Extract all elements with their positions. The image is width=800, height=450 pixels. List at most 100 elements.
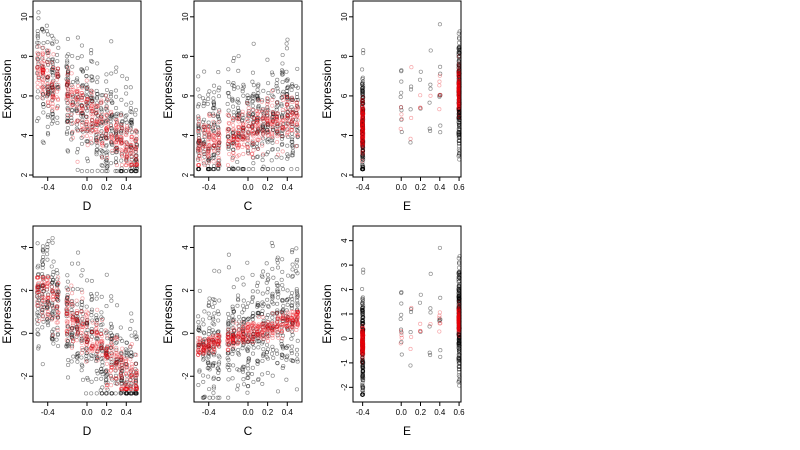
observed-points: [195, 37, 301, 172]
fitted-point: [35, 84, 40, 90]
fitted-point: [212, 137, 217, 142]
observed-point: [226, 127, 231, 132]
observed-point: [230, 313, 235, 318]
observed-point: [236, 133, 241, 138]
observed-point: [290, 262, 295, 267]
observed-point: [280, 114, 285, 119]
observed-point: [40, 325, 45, 330]
observed-point: [124, 169, 129, 174]
observed-point: [256, 103, 261, 108]
observed-point: [285, 95, 290, 100]
fitted-point: [89, 105, 94, 111]
observed-point: [41, 104, 46, 109]
observed-point: [104, 152, 109, 158]
fitted-point: [129, 134, 134, 139]
observed-point: [255, 154, 260, 159]
fitted-point: [295, 132, 300, 137]
observed-point: [202, 99, 207, 104]
observed-point: [66, 87, 71, 92]
observed-point: [399, 312, 404, 317]
observed-point: [64, 97, 69, 103]
observed-point: [114, 145, 119, 150]
observed-point: [95, 117, 100, 122]
fitted-point: [128, 142, 133, 147]
observed-point: [251, 83, 256, 88]
observed-point: [113, 146, 118, 152]
fitted-point: [133, 163, 138, 168]
observed-point: [85, 85, 90, 90]
observed-point: [69, 131, 74, 136]
fitted-point: [89, 99, 94, 104]
fitted-point: [45, 81, 50, 86]
observed-point: [241, 282, 246, 287]
observed-point: [196, 136, 201, 141]
observed-point: [201, 379, 206, 384]
observed-point: [279, 103, 284, 108]
fitted-point: [65, 70, 71, 75]
fitted-point: [197, 150, 202, 155]
fitted-point: [212, 130, 217, 136]
observed-point: [66, 91, 71, 97]
observed-point: [201, 322, 206, 327]
observed-point: [211, 128, 216, 133]
observed-point: [212, 167, 217, 172]
observed-point: [269, 147, 274, 152]
observed-point: [275, 77, 280, 82]
observed-point: [285, 288, 290, 293]
observed-point: [50, 111, 55, 116]
observed-point: [49, 67, 54, 72]
observed-point: [93, 132, 98, 138]
observed-point: [41, 29, 46, 34]
fitted-point: [90, 124, 95, 129]
observed-point: [250, 142, 256, 147]
fitted-point: [115, 138, 120, 143]
observed-point: [399, 79, 404, 84]
observed-point: [284, 92, 289, 97]
fitted-point: [84, 133, 90, 139]
observed-point: [290, 248, 295, 253]
fitted-points: [34, 44, 140, 168]
fitted-point: [202, 133, 207, 139]
observed-point: [211, 390, 216, 395]
observed-point: [105, 149, 110, 154]
observed-point: [294, 347, 300, 352]
fitted-point: [134, 162, 140, 167]
observed-point: [260, 124, 266, 129]
observed-point: [129, 117, 134, 122]
fitted-point: [113, 127, 118, 132]
observed-point: [217, 158, 222, 163]
observed-point: [256, 95, 261, 101]
observed-point: [289, 153, 294, 158]
observed-point: [428, 48, 433, 53]
observed-point: [34, 71, 40, 76]
fitted-point: [40, 85, 45, 90]
fitted-point: [54, 77, 59, 82]
observed-point: [88, 58, 94, 63]
observed-point: [255, 118, 260, 123]
fitted-point: [113, 140, 118, 145]
observed-point: [64, 77, 69, 82]
observed-point: [195, 167, 200, 172]
observed-point: [89, 48, 94, 53]
y-tick-label: -2: [181, 372, 190, 380]
observed-point: [226, 144, 231, 149]
observed-point: [275, 123, 280, 128]
observed-point: [236, 100, 241, 105]
observed-point: [100, 149, 105, 154]
observed-point: [261, 127, 266, 132]
observed-point: [128, 105, 133, 111]
observed-point: [113, 391, 118, 396]
y-tick-label: 8: [181, 54, 190, 59]
fitted-point: [95, 119, 100, 124]
y-axis-label: Expression: [320, 59, 334, 118]
observed-point: [85, 169, 90, 174]
observed-point: [285, 78, 290, 83]
observed-point: [95, 113, 100, 118]
fitted-point: [109, 109, 114, 114]
observed-point: [70, 287, 76, 292]
observed-point: [202, 134, 207, 140]
observed-point: [290, 117, 295, 122]
observed-point: [207, 296, 212, 301]
observed-point: [226, 127, 231, 132]
